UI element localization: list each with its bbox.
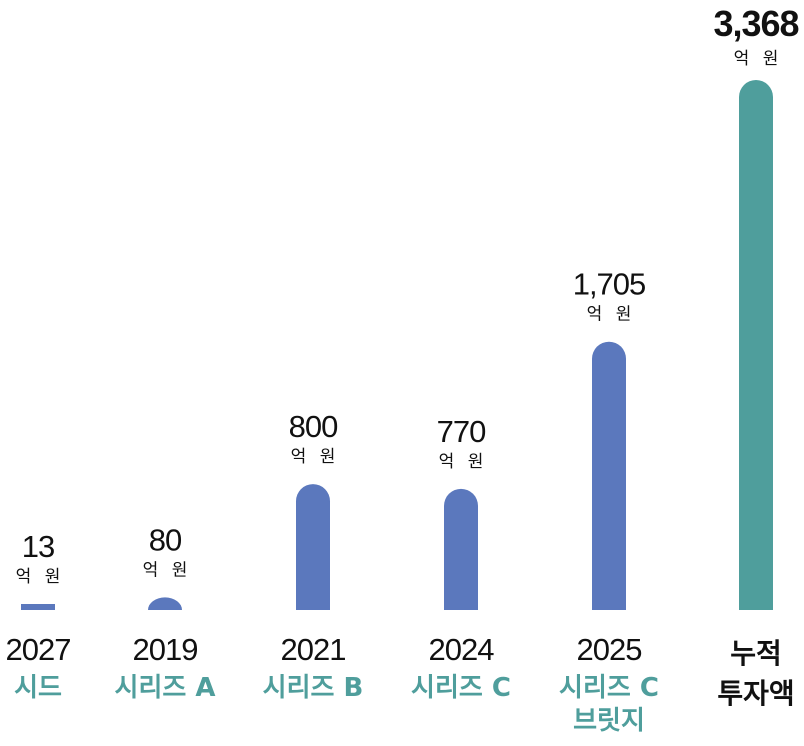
bar-2024 — [444, 488, 478, 610]
value-label-2024: 770 — [437, 414, 486, 449]
series-label-2021: 시리즈 B — [263, 673, 364, 703]
unit-label-2021: 억 원 — [291, 447, 340, 467]
bar-total — [739, 80, 773, 610]
unit-label-2025: 억 원 — [587, 305, 636, 325]
series-label-2025: 시리즈 C — [559, 673, 659, 703]
total-label-line2: 투자액 — [717, 677, 794, 710]
year-label-2024: 2024 — [429, 632, 495, 667]
series-label-2019: 시리즈 A — [115, 673, 216, 703]
value-label-2025: 1,705 — [573, 267, 646, 302]
unit-label-total: 억 원 — [734, 49, 783, 69]
value-label-2021: 800 — [289, 409, 338, 444]
bar-2019 — [148, 597, 182, 610]
year-label-2019: 2019 — [133, 632, 198, 667]
total-label: 누적 — [730, 637, 782, 670]
year-label-2021: 2021 — [281, 632, 346, 667]
bar-2027 — [21, 604, 55, 610]
series-label-2027: 시드 — [14, 673, 62, 703]
series-label-2025-line2: 브릿지 — [573, 706, 645, 736]
bar-2021 — [296, 484, 330, 610]
value-label-total: 3,368 — [713, 3, 798, 44]
unit-label-2024: 억 원 — [439, 452, 488, 472]
year-label-2025: 2025 — [577, 632, 642, 667]
value-label-2019: 80 — [149, 522, 182, 557]
unit-label-2019: 억 원 — [143, 560, 192, 580]
bar-2025 — [592, 341, 626, 610]
year-label-2027: 2027 — [6, 632, 71, 667]
series-label-2024: 시리즈 C — [411, 673, 511, 703]
unit-label-2027: 억 원 — [16, 567, 65, 587]
value-label-2027: 13 — [22, 529, 54, 564]
